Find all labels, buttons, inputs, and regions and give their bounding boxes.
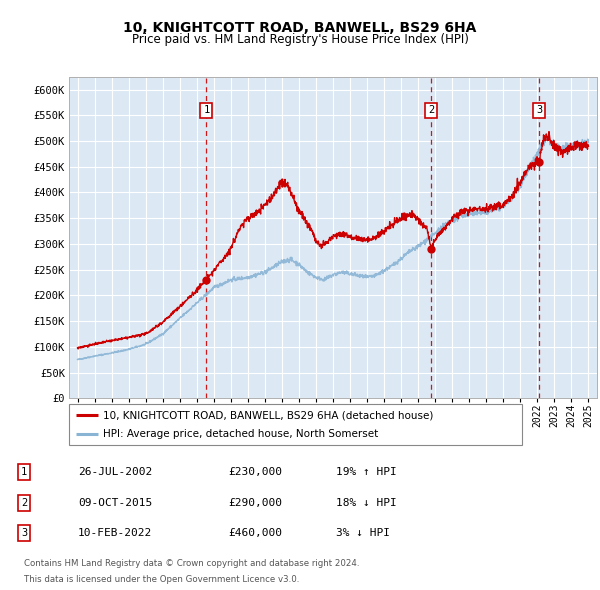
Text: 10-FEB-2022: 10-FEB-2022: [78, 529, 152, 538]
Text: 10, KNIGHTCOTT ROAD, BANWELL, BS29 6HA (detached house): 10, KNIGHTCOTT ROAD, BANWELL, BS29 6HA (…: [103, 410, 433, 420]
Text: 19% ↑ HPI: 19% ↑ HPI: [336, 467, 397, 477]
Text: 3: 3: [536, 106, 542, 116]
Text: Contains HM Land Registry data © Crown copyright and database right 2024.: Contains HM Land Registry data © Crown c…: [24, 559, 359, 568]
Text: 26-JUL-2002: 26-JUL-2002: [78, 467, 152, 477]
Text: Price paid vs. HM Land Registry's House Price Index (HPI): Price paid vs. HM Land Registry's House …: [131, 33, 469, 46]
Text: This data is licensed under the Open Government Licence v3.0.: This data is licensed under the Open Gov…: [24, 575, 299, 584]
Text: 18% ↓ HPI: 18% ↓ HPI: [336, 498, 397, 507]
Text: 1: 1: [21, 467, 27, 477]
Text: 3: 3: [21, 529, 27, 538]
Text: HPI: Average price, detached house, North Somerset: HPI: Average price, detached house, Nort…: [103, 430, 378, 440]
Text: 1: 1: [203, 106, 209, 116]
Text: £460,000: £460,000: [228, 529, 282, 538]
Text: £230,000: £230,000: [228, 467, 282, 477]
Text: 10, KNIGHTCOTT ROAD, BANWELL, BS29 6HA: 10, KNIGHTCOTT ROAD, BANWELL, BS29 6HA: [124, 21, 476, 35]
Text: 09-OCT-2015: 09-OCT-2015: [78, 498, 152, 507]
Text: £290,000: £290,000: [228, 498, 282, 507]
Text: 2: 2: [21, 498, 27, 507]
FancyBboxPatch shape: [69, 404, 522, 445]
Text: 2: 2: [428, 106, 434, 116]
Text: 3% ↓ HPI: 3% ↓ HPI: [336, 529, 390, 538]
